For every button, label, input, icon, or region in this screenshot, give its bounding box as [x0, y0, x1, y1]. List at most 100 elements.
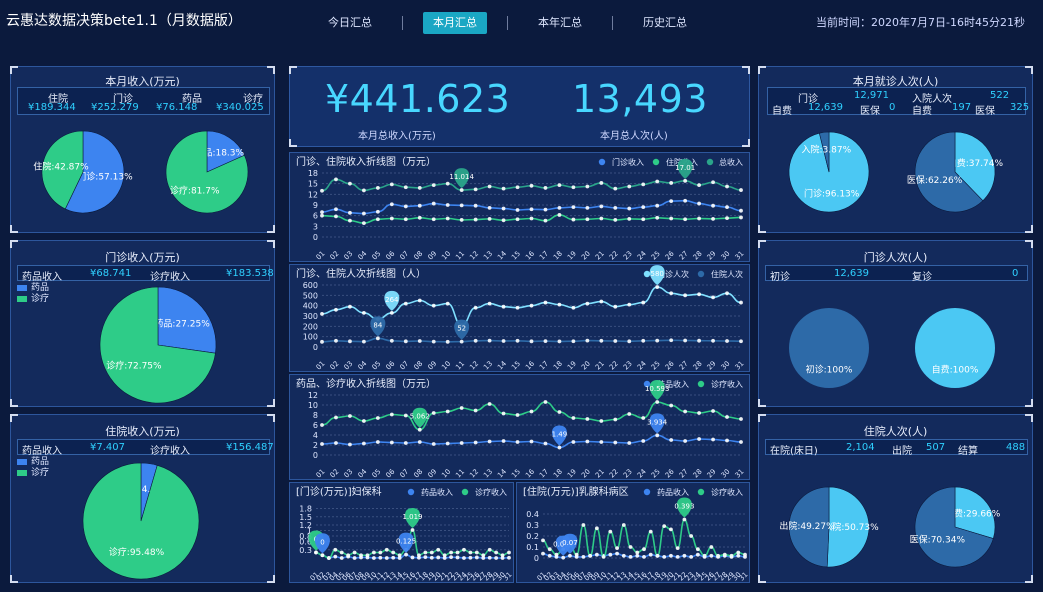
data-point	[423, 550, 428, 555]
x-tick-label: 24	[636, 359, 648, 371]
data-marker: 17.01	[675, 158, 695, 179]
y-tick-label: 2	[313, 441, 318, 450]
x-tick-label: 31	[738, 571, 750, 583]
marker-balloon	[649, 380, 665, 401]
pie-slice	[826, 486, 870, 568]
data-point	[613, 304, 618, 309]
legend: 药品 诊疗	[17, 457, 49, 479]
data-point	[739, 208, 743, 213]
data-point	[333, 547, 338, 552]
data-point	[362, 339, 366, 344]
data-point	[682, 517, 687, 522]
data-point	[683, 439, 688, 443]
x-tick-label: 01	[315, 468, 327, 480]
legend-swatch	[697, 488, 705, 496]
pie-slice-label: 诊疗:81.7%	[170, 184, 220, 196]
pie-slice	[914, 131, 984, 213]
x-tick-label: 27	[678, 468, 690, 480]
data-point	[613, 205, 618, 210]
x-tick-label: 22	[677, 571, 689, 583]
kv-value: ¥189.344	[28, 102, 76, 113]
x-tick-label: 05	[563, 571, 575, 583]
kv-label: 初诊	[770, 272, 790, 283]
panel-corner	[267, 575, 275, 583]
data-point	[362, 221, 366, 226]
legend-item: 药品	[17, 457, 49, 468]
x-tick-label: 06	[384, 467, 396, 479]
legend-label: 诊疗收入	[475, 487, 507, 497]
data-point	[599, 419, 604, 423]
x-tick-label: 20	[580, 468, 592, 480]
data-point	[410, 555, 415, 560]
data-point	[697, 201, 701, 206]
tab-history[interactable]: 历史汇总	[643, 16, 687, 29]
data-marker: 580	[649, 265, 665, 286]
inpatient-income-row: 药品收入 ¥7.407 诊疗收入 ¥156.487	[17, 439, 274, 457]
x-tick-label: 30	[720, 468, 732, 480]
x-tick-label: 29	[706, 250, 718, 262]
data-point	[557, 205, 562, 210]
pie-slice	[82, 462, 200, 580]
marker-balloon	[384, 290, 400, 311]
kv-label: 诊疗	[243, 94, 263, 105]
x-tick-label: 07	[398, 360, 410, 372]
x-tick-label: 24	[636, 249, 648, 261]
data-point	[487, 205, 492, 210]
kv-label: 住院	[48, 94, 68, 105]
legend-label: 诊疗收入	[711, 487, 743, 497]
legend-swatch	[643, 380, 651, 388]
x-tick-label: 10	[440, 250, 452, 262]
marker-balloon	[454, 319, 470, 340]
kv-label: 出院	[892, 446, 912, 457]
data-point	[501, 206, 506, 211]
data-point	[500, 556, 505, 560]
data-point	[378, 550, 383, 555]
data-point	[547, 553, 552, 558]
tab-year[interactable]: 本年汇总	[538, 16, 582, 29]
x-tick-label: 01	[536, 571, 548, 583]
x-tick-label: 25	[697, 571, 709, 583]
data-point	[515, 208, 520, 212]
x-tick-label: 28	[482, 571, 494, 583]
data-marker: 1.019	[402, 507, 423, 528]
data-point	[455, 550, 460, 555]
x-tick-label: 13	[616, 571, 628, 583]
line-chart: [住院(万元)]乳腺科病区 诊疗收入 药品收入 0 0.1 0.2 0.3 0.4 010203…	[523, 485, 750, 583]
data-point	[334, 307, 338, 312]
data-marker: 10.593	[645, 380, 669, 401]
legend-label: 门诊人次	[657, 269, 689, 279]
x-tick-label: 24	[636, 467, 648, 479]
x-tick-label: 18	[418, 571, 430, 583]
tab-separator	[612, 16, 613, 30]
x-tick-label: 15	[510, 250, 522, 262]
kv-value: 197	[952, 102, 972, 113]
line-chart: [门诊(万元)]妇保科 诊疗收入药品收入0.30.60.811.21.51.801…	[296, 485, 514, 583]
data-point	[362, 441, 366, 446]
panel-corner	[742, 66, 750, 74]
tab-month[interactable]: 本月汇总	[423, 12, 487, 34]
marker-label: 0	[320, 538, 324, 546]
x-tick-label: 25	[650, 250, 662, 262]
data-point	[403, 413, 408, 418]
kv-value: 12,971	[854, 90, 889, 101]
data-point	[655, 179, 660, 184]
x-tick-label: 19	[566, 468, 578, 480]
data-point	[348, 210, 352, 215]
data-point	[391, 550, 396, 555]
data-point	[557, 339, 562, 344]
tab-today[interactable]: 今日汇总	[328, 16, 372, 29]
series-line	[321, 401, 742, 431]
x-tick-label: 18	[552, 360, 564, 372]
data-point	[389, 412, 394, 417]
panel-outpatient-income: 门诊收入(万元) 药品收入 ¥68.741 诊疗收入 ¥183.538 药品 诊…	[10, 240, 275, 407]
data-point	[515, 413, 520, 417]
data-marker: 11.014	[449, 168, 474, 189]
legend-label: 药品收入	[657, 487, 689, 497]
data-point	[585, 338, 590, 343]
data-point	[695, 552, 700, 557]
data-point	[348, 181, 352, 186]
x-tick-label: 29	[706, 468, 718, 480]
data-point	[501, 218, 506, 223]
data-point	[627, 184, 632, 189]
data-point	[372, 550, 376, 555]
